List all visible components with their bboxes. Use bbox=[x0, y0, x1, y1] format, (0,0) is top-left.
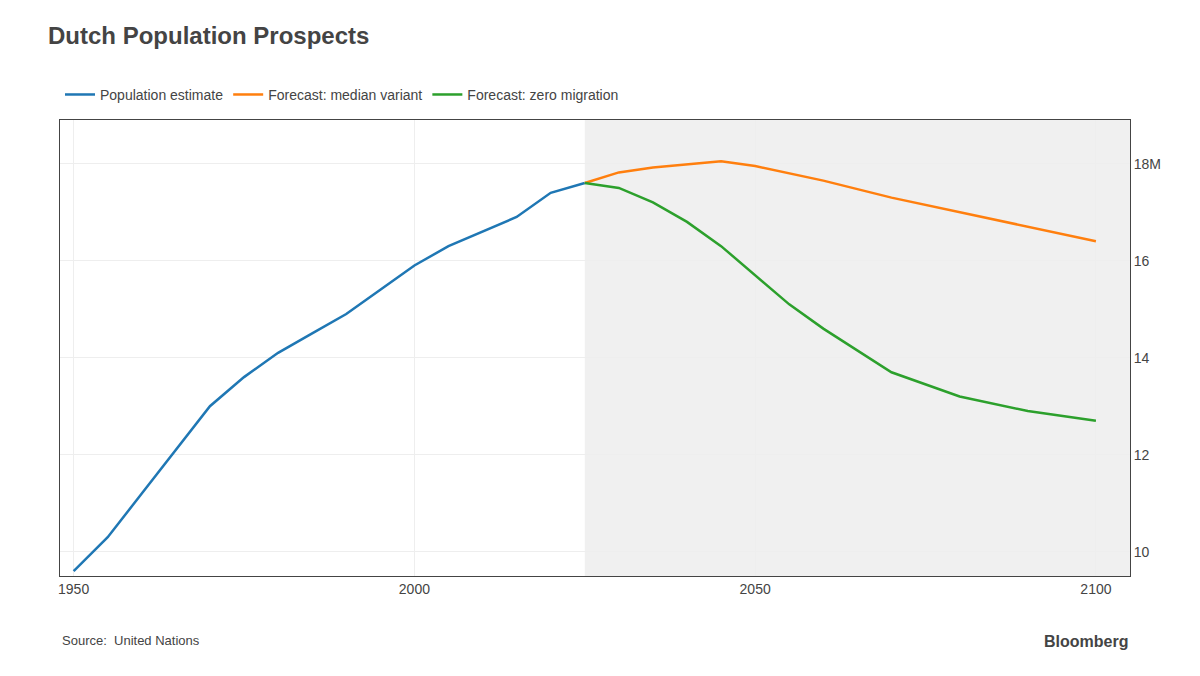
svg-text:1950: 1950 bbox=[58, 581, 89, 597]
svg-text:Forecast: zero migration: Forecast: zero migration bbox=[467, 87, 618, 103]
svg-text:16: 16 bbox=[1134, 253, 1150, 269]
svg-text:10: 10 bbox=[1134, 544, 1150, 560]
svg-text:18M: 18M bbox=[1134, 156, 1161, 172]
svg-text:2000: 2000 bbox=[399, 581, 430, 597]
svg-text:Bloomberg: Bloomberg bbox=[1044, 633, 1128, 650]
svg-text:2050: 2050 bbox=[740, 581, 771, 597]
svg-text:Dutch Population Prospects: Dutch Population Prospects bbox=[48, 22, 369, 49]
svg-text:12: 12 bbox=[1134, 447, 1150, 463]
svg-text:Forecast: median variant: Forecast: median variant bbox=[268, 87, 422, 103]
svg-text:Population estimate: Population estimate bbox=[100, 87, 223, 103]
svg-text:2100: 2100 bbox=[1080, 581, 1111, 597]
svg-text:Source: United Nations: Source: United Nations bbox=[62, 633, 200, 648]
svg-text:14: 14 bbox=[1134, 350, 1150, 366]
